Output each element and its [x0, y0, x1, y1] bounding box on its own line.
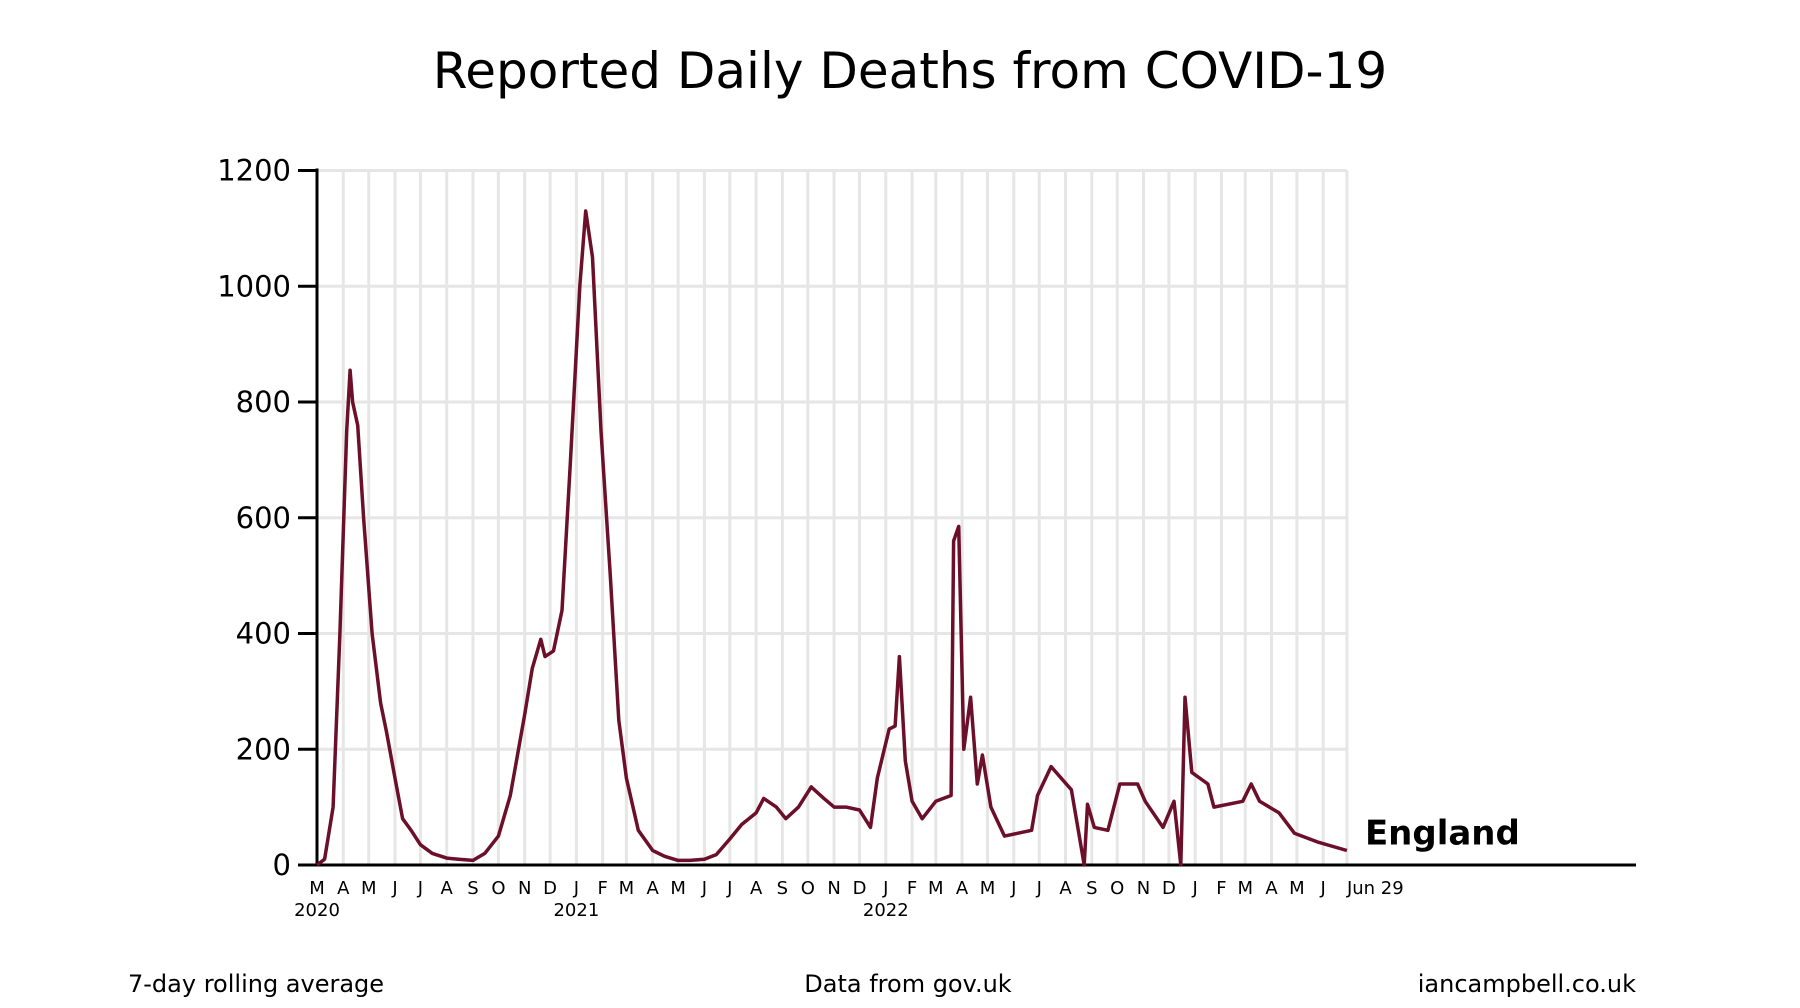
year-label: 2022 [863, 900, 909, 921]
x-tick-label: M [1237, 878, 1253, 899]
x-tick-label: J [701, 878, 707, 899]
line-series [315, 209, 1348, 867]
y-tick-label: 1200 [217, 154, 291, 188]
y-tick-label: 800 [236, 385, 291, 419]
x-tick-label: D [1162, 878, 1176, 899]
chart-title: Reported Daily Deaths from COVID-19 [433, 42, 1387, 100]
x-tick-label: M [309, 878, 325, 899]
x-tick-label: J [1192, 878, 1198, 899]
x-tick-label: M [928, 878, 944, 899]
x-tick-label: A [956, 878, 969, 899]
x-tick-label: M [1289, 878, 1305, 899]
y-tick-label: 600 [236, 501, 291, 535]
x-tick-label: D [853, 878, 867, 899]
x-tick-label: A [441, 878, 454, 899]
x-tick-label: O [1110, 878, 1124, 899]
x-tick-label: O [801, 878, 815, 899]
x-tick-label: M [361, 878, 377, 899]
x-tick-label: J [391, 878, 397, 899]
x-tick-label: M [980, 878, 996, 899]
x-tick-label: J [417, 878, 423, 899]
x-tick-label: J [1036, 878, 1042, 899]
footer-left: 7-day rolling average [128, 970, 384, 998]
x-tick-label: Jun 29 [1346, 878, 1404, 899]
x-tick-label: N [827, 878, 840, 899]
x-tick-label: A [750, 878, 763, 899]
x-tick-label: J [1320, 878, 1326, 899]
x-tick-label: A [1059, 878, 1072, 899]
y-tick-label: 0 [273, 848, 291, 882]
x-tick-label: A [337, 878, 350, 899]
x-tick-label: S [777, 878, 788, 899]
x-tick-label: A [1265, 878, 1278, 899]
x-tick-label: M [619, 878, 635, 899]
y-tick-label: 400 [236, 617, 291, 651]
x-tick-label: S [1086, 878, 1097, 899]
footer-right: iancampbell.co.uk [1418, 970, 1636, 998]
x-tick-label: F [597, 878, 607, 899]
year-label: 2020 [294, 900, 340, 921]
x-tick-label: J [1010, 878, 1016, 899]
x-tick-label: F [1216, 878, 1226, 899]
x-tick-label: J [726, 878, 732, 899]
x-tick-label: N [1137, 878, 1150, 899]
x-tick-label: A [647, 878, 660, 899]
footer-center: Data from gov.uk [804, 970, 1012, 998]
y-tick-label: 200 [236, 732, 291, 766]
series-label: England [1365, 814, 1520, 854]
year-label: 2021 [553, 900, 599, 921]
x-tick-label: J [882, 878, 888, 899]
x-tick-label: D [543, 878, 557, 899]
x-tick-label: J [573, 878, 579, 899]
x-tick-label: F [907, 878, 917, 899]
x-tick-label: O [491, 878, 505, 899]
y-tick-label: 1000 [217, 269, 291, 303]
x-tick-label: M [670, 878, 686, 899]
x-tick-label: S [467, 878, 478, 899]
x-tick-label: N [518, 878, 531, 899]
